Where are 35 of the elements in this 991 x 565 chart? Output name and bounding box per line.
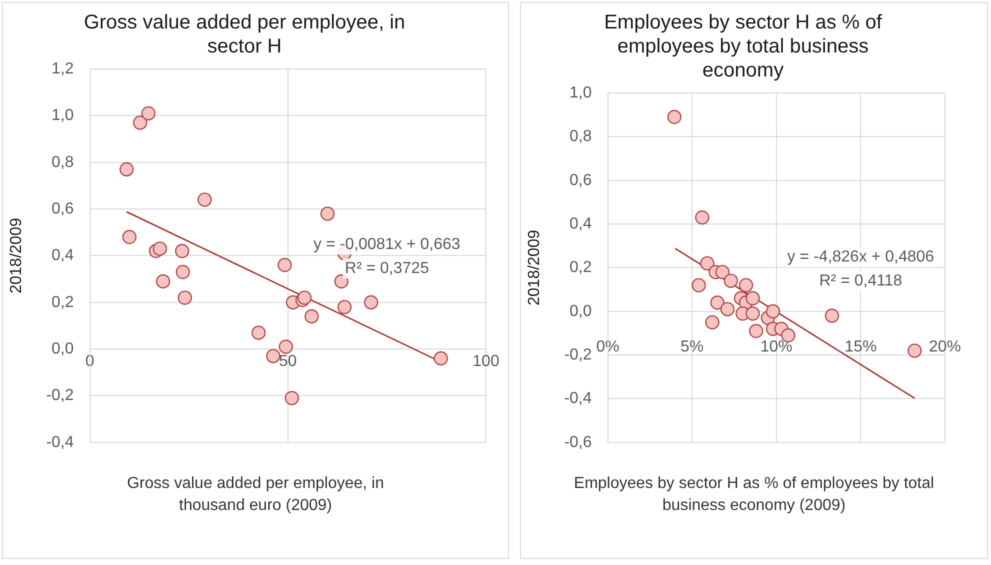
y-tick-label: -0,4 bbox=[46, 434, 74, 451]
x-tick-label: 5% bbox=[680, 338, 704, 356]
y-tick-label: 1,0 bbox=[52, 107, 74, 124]
chart-title: Employees by sector H as % of employees by total business economy bbox=[604, 12, 882, 82]
y-tick-label: 0,6 bbox=[52, 200, 74, 218]
y-tick-label: 0,6 bbox=[570, 172, 592, 189]
y-axis-title: 2018/2009 bbox=[8, 218, 26, 294]
y-tick-label: 0,0 bbox=[52, 340, 74, 358]
y-tick-label: 1,0 bbox=[570, 84, 592, 102]
x-tick-label: 100 bbox=[472, 353, 500, 370]
y-tick-label: -0,6 bbox=[564, 434, 592, 451]
y-axis-title: 2018/2009 bbox=[526, 230, 544, 306]
y-tick-label: 0,8 bbox=[52, 154, 74, 171]
chart-title: Gross value added per employee, in sector H bbox=[84, 12, 406, 58]
y-tick-label: -0,2 bbox=[564, 346, 592, 364]
y-tick-label: 1,2 bbox=[52, 60, 74, 78]
y-tick-label: 0,2 bbox=[570, 259, 592, 276]
y-tick-label: 0,2 bbox=[52, 294, 74, 311]
y-tick-label: 0,8 bbox=[570, 128, 592, 146]
y-tick-label: 0,4 bbox=[52, 247, 74, 264]
x-tick-label: 0% bbox=[596, 338, 620, 356]
x-tick-label: 50 bbox=[278, 353, 297, 370]
x-axis-title: Employees by sector H as % of employees by total business economy (2009) bbox=[572, 474, 936, 516]
annotation: R² = 0,3725 bbox=[344, 260, 430, 277]
annotation: R² = 0,4118 bbox=[819, 272, 902, 290]
x-tick-label: 10% bbox=[760, 338, 792, 356]
annotation: y = -4,826x + 0,4806 bbox=[787, 248, 934, 266]
x-tick-label: 20% bbox=[928, 338, 962, 356]
annotation: y = -0,0081x + 0,663 bbox=[314, 236, 460, 253]
y-tick-label: 0,0 bbox=[570, 302, 592, 320]
y-tick-label: 0,4 bbox=[570, 215, 592, 232]
x-axis-title: Gross value added per employee, in thousand euro (2009) bbox=[126, 474, 386, 516]
y-tick-label: -0,2 bbox=[46, 387, 74, 404]
y-tick-label: -0,4 bbox=[564, 390, 592, 408]
x-tick-label: 15% bbox=[844, 338, 877, 356]
